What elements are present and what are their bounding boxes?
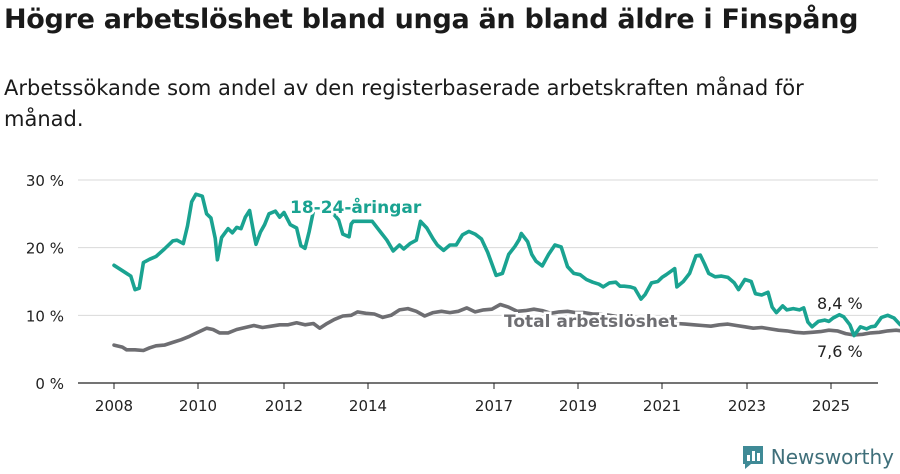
brand-logo: Newsworthy [741, 444, 894, 470]
y-tick-label: 10 % [26, 307, 64, 325]
x-tick-label: 2023 [728, 397, 766, 415]
x-tick-label: 2014 [349, 397, 387, 415]
chart-subtitle: Arbetssökande som andel av den registerb… [4, 76, 804, 131]
series-youth-label: 18-24-åringar [290, 196, 422, 218]
y-tick-label: 30 % [26, 172, 64, 190]
chart-title: Högre arbetslöshet bland unga än bland ä… [4, 4, 859, 35]
y-tick-label: 20 % [26, 240, 64, 258]
series-total-label: Total arbetslöshet [504, 312, 678, 332]
x-tick-label: 2025 [812, 397, 850, 415]
x-tick-label: 2019 [559, 397, 597, 415]
x-tick-label: 2008 [95, 397, 133, 415]
total-end-value-label: 7,6 % [817, 342, 863, 361]
series-youth-line [112, 192, 900, 338]
x-tick-label: 2010 [179, 397, 217, 415]
x-tick-label: 2017 [475, 397, 513, 415]
y-tick-label: 0 % [35, 375, 64, 393]
brand-name: Newsworthy [770, 445, 894, 469]
newsworthy-icon [742, 446, 763, 469]
x-tick-label: 2012 [265, 397, 303, 415]
x-tick-label: 2021 [643, 397, 681, 415]
series-total-line [112, 302, 900, 353]
youth-end-value-label: 8,4 % [817, 294, 863, 313]
